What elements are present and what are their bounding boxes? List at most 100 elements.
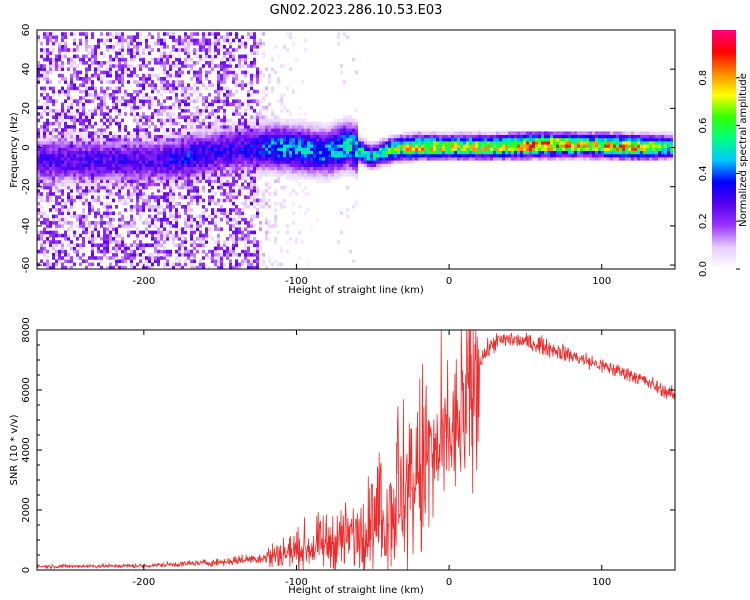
spectrogram-cell (304, 134, 307, 139)
spectrogram-cell (367, 147, 370, 151)
spectrogram-cell (496, 147, 499, 151)
spectrogram-cell (70, 141, 73, 145)
spectrogram-cell (226, 67, 229, 71)
spectrogram-cell (301, 125, 304, 129)
spectrogram-cell (457, 134, 460, 139)
spectrogram-cell (157, 112, 160, 116)
spectrogram-cell (64, 131, 67, 135)
spectrogram-cell (193, 166, 196, 171)
spectrogram-cell (193, 253, 196, 257)
spectrogram-cell (199, 112, 202, 116)
spectrogram-cell (58, 160, 61, 164)
spectrogram-cell (520, 153, 523, 158)
spectrogram-cell (226, 198, 229, 203)
spectrogram-cell (310, 137, 313, 142)
spectrogram-cell (220, 35, 223, 39)
spectrogram-cell (91, 80, 94, 84)
spectrogram-cell (103, 163, 106, 167)
spectrogram-cell (241, 173, 244, 177)
spectrogram-cell (103, 211, 106, 215)
spectrogram-cell (172, 192, 175, 196)
spectrogram-cell (76, 182, 79, 187)
spectrogram-cell (151, 121, 154, 126)
spectrogram-cell (94, 70, 97, 75)
spectrogram-cell (253, 153, 256, 158)
spectrogram-cell (124, 70, 127, 75)
spectrogram-cell (217, 125, 220, 129)
spectrogram-cell (337, 153, 340, 158)
spectrogram-cell (184, 115, 187, 119)
spectrogram-cell (85, 144, 88, 148)
spectrogram-cell (253, 144, 256, 148)
spectrogram-cell (229, 217, 232, 222)
spectrogram-cell (121, 243, 124, 247)
spectrogram-cell (220, 246, 223, 251)
spectrogram-cell (232, 131, 235, 135)
spectrogram-cell (160, 41, 163, 46)
spectrogram-cell (265, 105, 268, 110)
spectrogram-cell (112, 163, 115, 167)
spectrogram-cell (325, 163, 328, 167)
spectrogram-cell (283, 166, 286, 171)
spectrogram-cell (178, 83, 181, 87)
spectrogram-cell (184, 166, 187, 171)
spectrogram-cell (199, 80, 202, 84)
spectrogram-cell (145, 185, 148, 190)
spectrogram-cell (169, 118, 172, 123)
spectrogram-cell (298, 169, 301, 174)
spectrogram-cell (325, 131, 328, 135)
spectrogram-cell (202, 233, 205, 238)
spectrogram-cell (163, 208, 166, 212)
spectrogram-cell (280, 173, 283, 177)
spectrogram-cell (151, 160, 154, 164)
spectrogram-cell (121, 73, 124, 78)
spectrogram-cell (271, 153, 274, 158)
spectrogram-cell (262, 192, 265, 196)
spectrogram-cell (148, 141, 151, 145)
spectrogram-cell (160, 112, 163, 116)
spectrogram-cell (58, 224, 61, 228)
spectrogram-cell (250, 217, 253, 222)
spectrogram-cell (361, 147, 364, 151)
spectrogram-cell (247, 141, 250, 145)
spectrogram-cell (187, 163, 190, 167)
spectrogram-cell (391, 137, 394, 142)
spectrogram-cell (52, 109, 55, 113)
spectrogram-cell (184, 38, 187, 43)
spectrogram-cell (316, 153, 319, 158)
spectrogram-cell (283, 128, 286, 132)
spectrogram-cell (52, 169, 55, 174)
spectrogram-cell (205, 163, 208, 167)
spectrogram-cell (160, 105, 163, 110)
spectrogram-cell (70, 147, 73, 151)
spectrogram-cell (73, 214, 76, 219)
spectrogram-cell (217, 70, 220, 75)
spectrogram-cell (379, 144, 382, 148)
spectrogram-cell (187, 121, 190, 126)
spectrogram-cell (145, 221, 148, 225)
spectrogram-cell (118, 233, 121, 238)
spectrogram-cell (169, 153, 172, 158)
spectrogram-cell (214, 64, 217, 68)
spectrogram-cell (193, 160, 196, 164)
spectrogram-cell (283, 131, 286, 135)
spectrogram-cell (79, 32, 82, 36)
spectrogram-cell (217, 99, 220, 103)
spectrogram-cell (73, 141, 76, 145)
spectrogram-cell (274, 214, 277, 219)
spectrogram-cell (151, 166, 154, 171)
spectrogram-cell (271, 112, 274, 116)
spectrogram-cell (247, 102, 250, 107)
spectrogram-cell (388, 147, 391, 151)
spectrogram-cell (214, 137, 217, 142)
spectrogram-cell (238, 61, 241, 65)
spectrogram-cell (235, 83, 238, 87)
spectrogram-cell (202, 125, 205, 129)
spectrogram-cell (202, 157, 205, 161)
spectrogram-cell (256, 51, 259, 55)
spectrogram-cell (178, 173, 181, 177)
spectrogram-cell (67, 185, 70, 190)
spectrogram-cell (88, 182, 91, 187)
spectrogram-cell (352, 147, 355, 151)
spectrogram-cell (37, 134, 40, 139)
